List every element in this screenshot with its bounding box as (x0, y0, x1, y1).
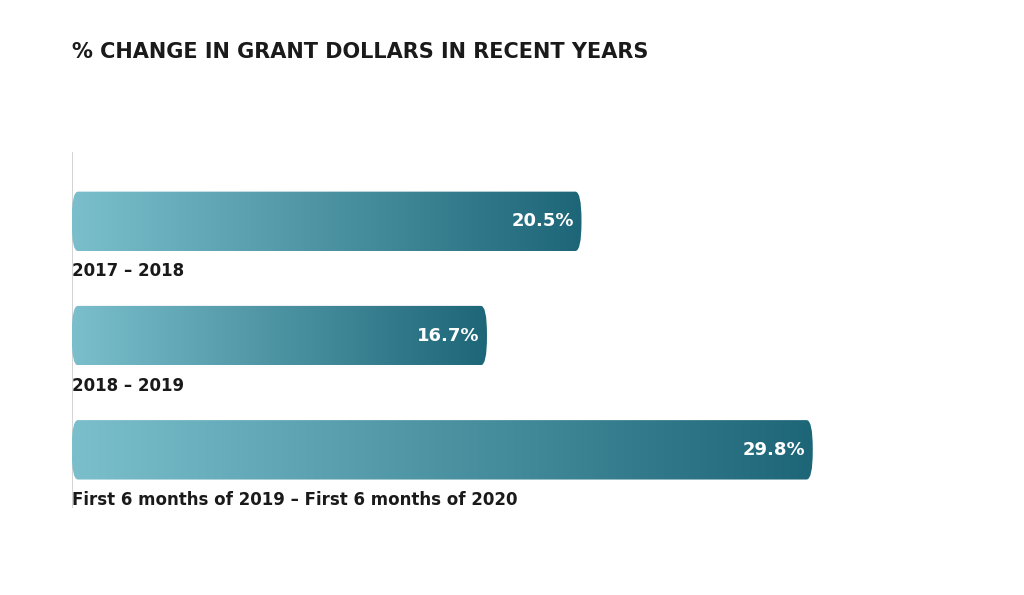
Text: 2017 – 2018: 2017 – 2018 (72, 262, 183, 280)
Text: 16.7%: 16.7% (417, 327, 479, 345)
Text: 29.8%: 29.8% (742, 441, 805, 459)
Text: First 6 months of 2019 – First 6 months of 2020: First 6 months of 2019 – First 6 months … (72, 491, 517, 509)
Text: 2018 – 2019: 2018 – 2019 (72, 377, 183, 394)
Text: % CHANGE IN GRANT DOLLARS IN RECENT YEARS: % CHANGE IN GRANT DOLLARS IN RECENT YEAR… (72, 42, 648, 62)
Text: 20.5%: 20.5% (512, 212, 574, 230)
